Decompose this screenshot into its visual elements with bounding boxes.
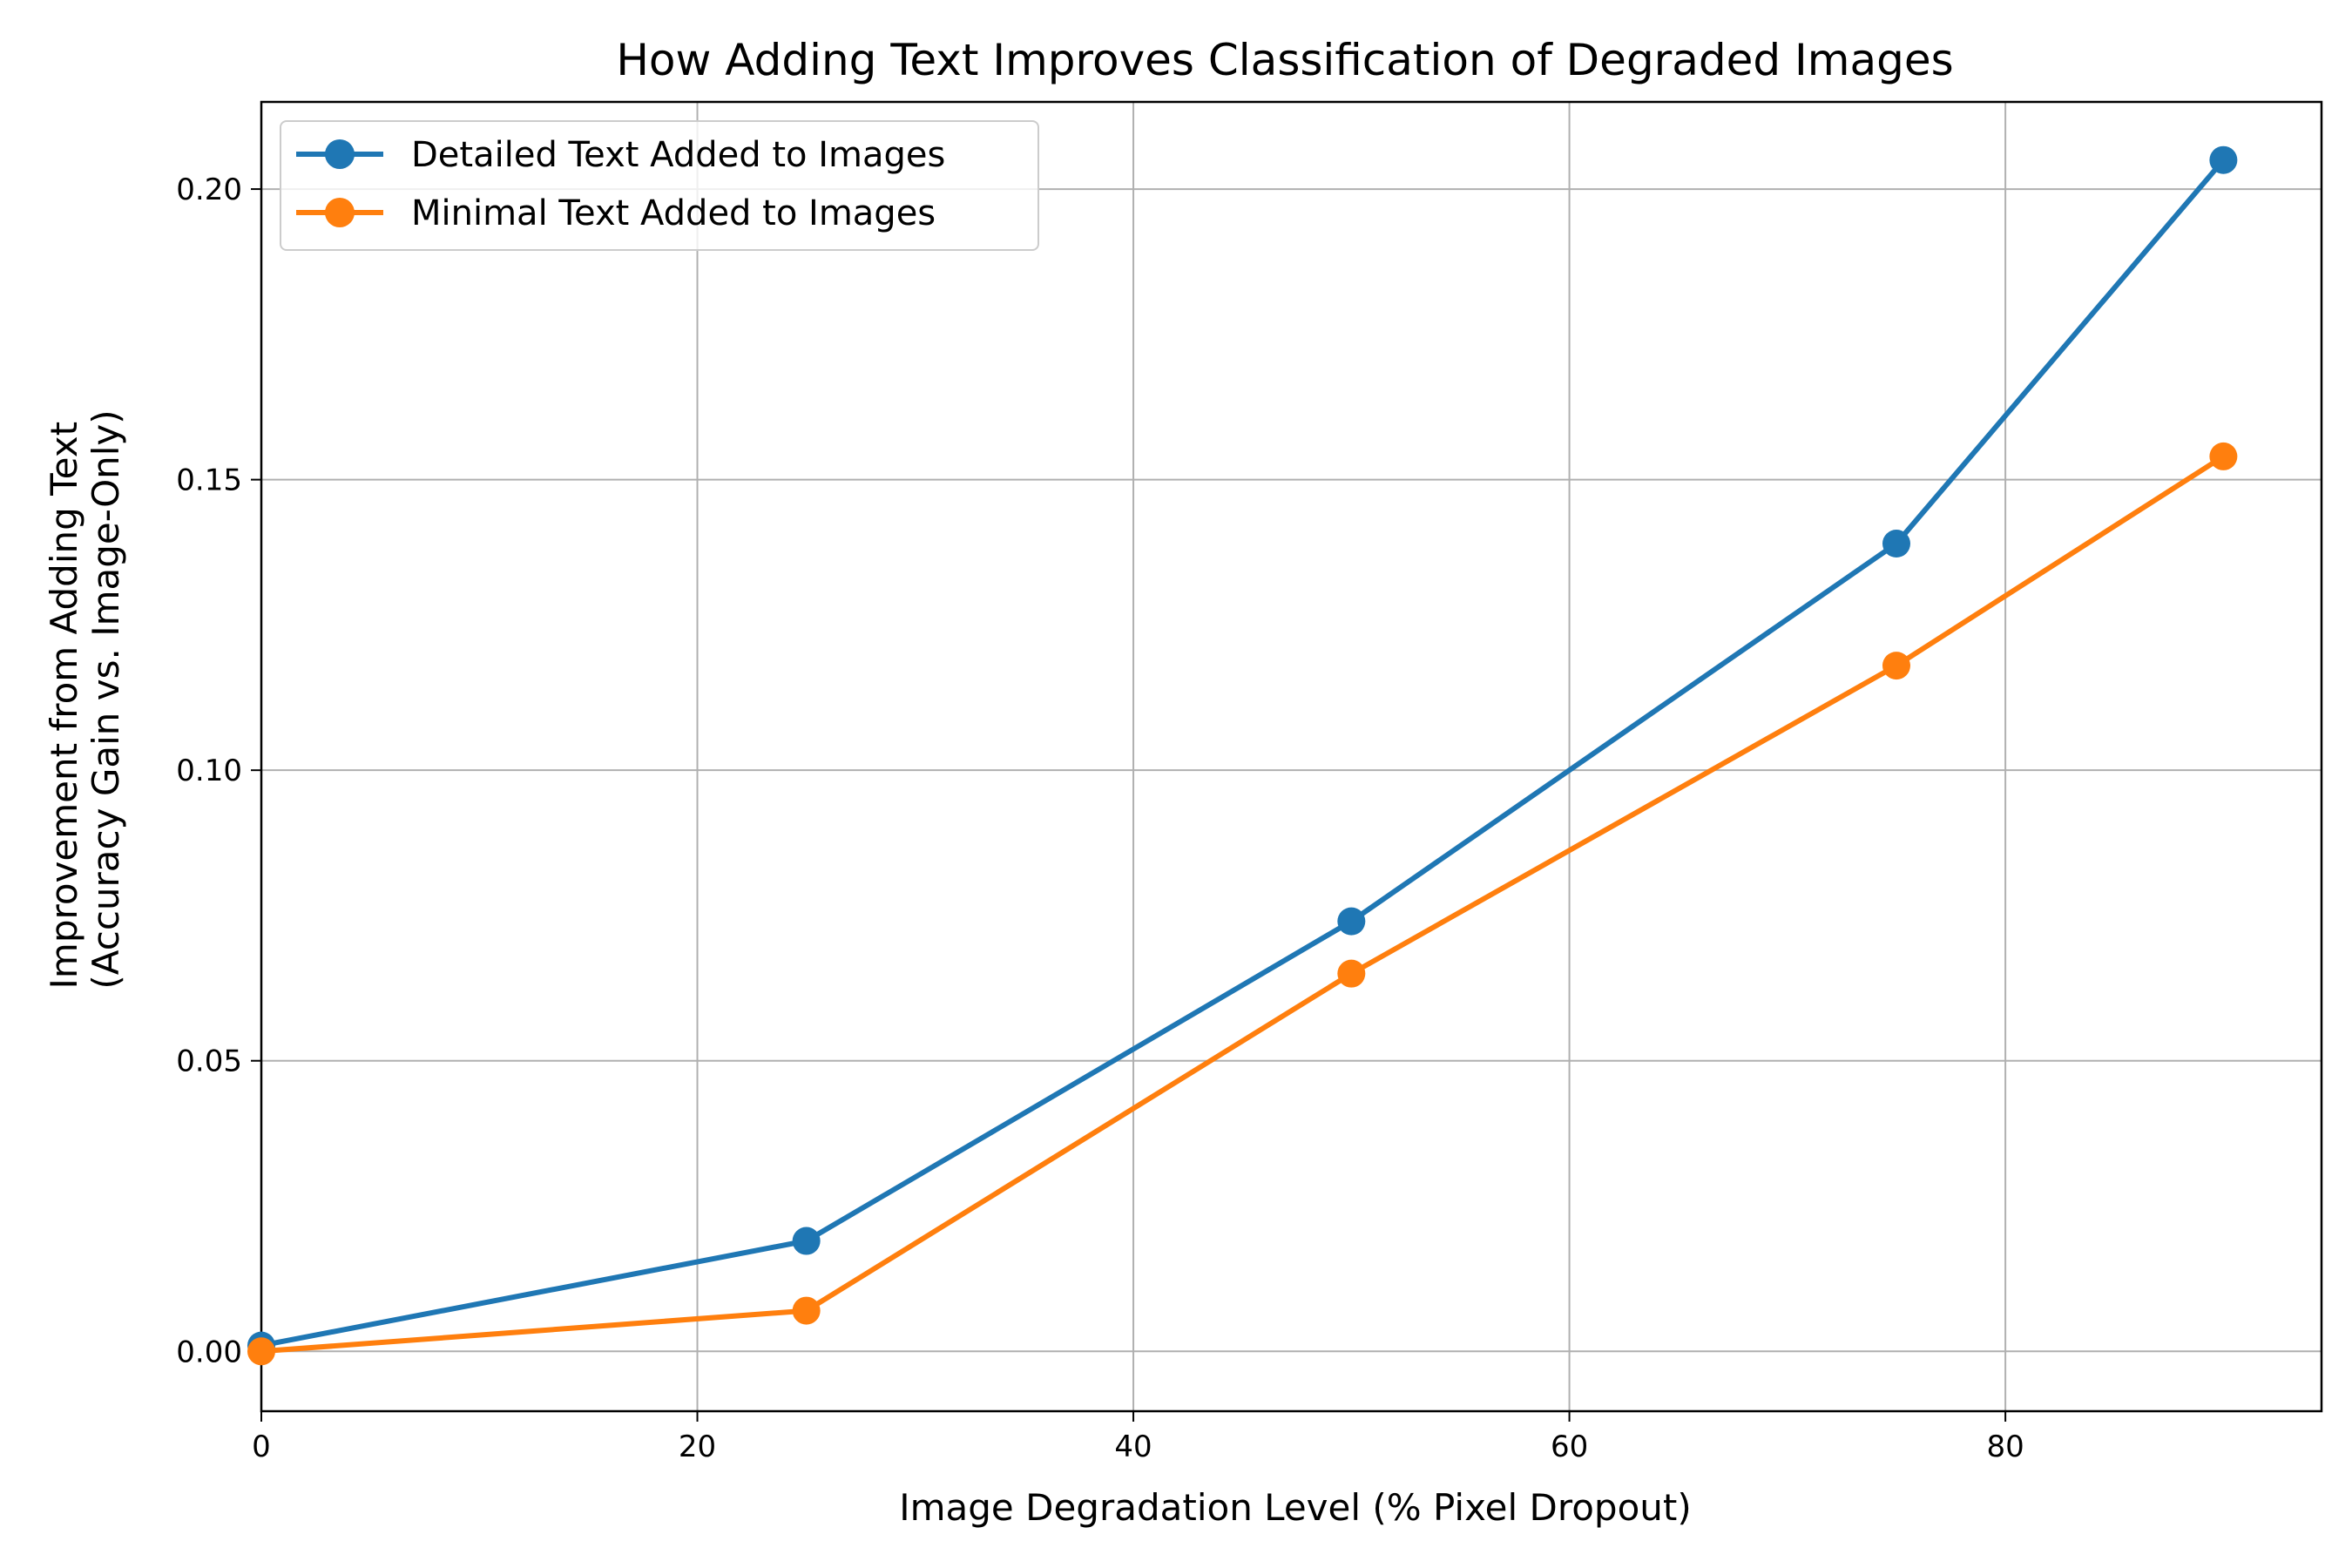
series-layer: [247, 145, 2238, 1366]
legend-marker-minimal-text: [325, 198, 355, 227]
axis-ticks: 0 20 40 60 80 0.00 0.05 0.10 0.15 0.20: [176, 172, 2024, 1464]
data-point-detailed-text: [1337, 907, 1366, 936]
y-axis-label-line-2: (Accuracy Gain vs. Image-Only): [84, 409, 127, 989]
legend-entry-minimal-text: Minimal Text Added to Images: [296, 193, 936, 233]
data-point-detailed-text: [1882, 530, 1910, 558]
grid-layer: [260, 102, 2322, 1411]
y-tick-label: 0.05: [176, 1044, 242, 1079]
series-detailed-text: [247, 145, 2238, 1360]
data-point-detailed-text: [792, 1227, 821, 1255]
legend-box: [280, 120, 1039, 251]
x-tick-label: 60: [1551, 1429, 1588, 1464]
legend-label-detailed-text: Detailed Text Added to Images: [411, 135, 945, 175]
y-tick-label: 0.00: [176, 1335, 242, 1369]
data-point-minimal-text: [1337, 959, 1366, 988]
y-axis-label: Improvement from Adding Text (Accuracy G…: [43, 409, 127, 989]
legend-marker-detailed-text: [325, 139, 355, 169]
plot-area-frame: [260, 100, 2323, 1413]
chart-title: How Adding Text Improves Classification …: [616, 35, 1953, 85]
y-tick-label: 0.10: [176, 754, 242, 788]
y-tick-label: 0.15: [176, 463, 242, 498]
data-point-detailed-text: [2209, 145, 2238, 174]
x-tick-label: 80: [1986, 1429, 2024, 1464]
x-tick-label: 0: [252, 1429, 271, 1464]
series-minimal-text: [247, 442, 2238, 1366]
legend-label-minimal-text: Minimal Text Added to Images: [411, 193, 936, 233]
x-axis-label: Image Degradation Level (% Pixel Dropout…: [899, 1486, 1692, 1529]
data-point-minimal-text: [2209, 442, 2238, 470]
legend: Detailed Text Added to Images Minimal Te…: [280, 120, 1039, 251]
data-point-minimal-text: [1882, 652, 1910, 680]
y-axis-label-line-1: Improvement from Adding Text: [43, 422, 85, 990]
x-tick-label: 40: [1114, 1429, 1152, 1464]
data-point-minimal-text: [792, 1296, 821, 1325]
x-tick-label: 20: [679, 1429, 716, 1464]
y-tick-label: 0.20: [176, 172, 242, 207]
legend-entry-detailed-text: Detailed Text Added to Images: [296, 135, 945, 175]
data-point-minimal-text: [247, 1337, 275, 1366]
